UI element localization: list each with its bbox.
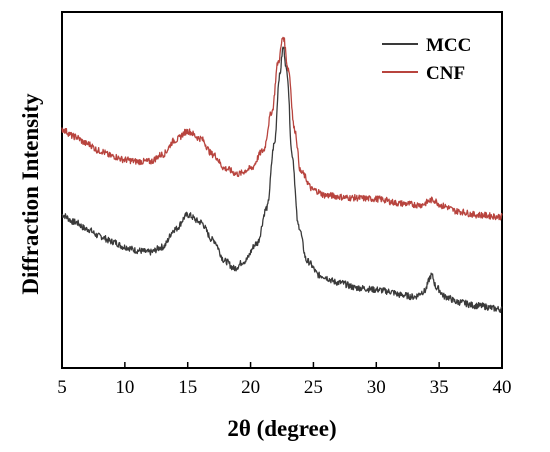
x-tick-label: 30 bbox=[367, 377, 386, 398]
x-tick-label: 15 bbox=[178, 377, 197, 398]
series-layer bbox=[61, 36, 503, 314]
x-tick-label: 10 bbox=[115, 377, 134, 398]
x-tick-label: 40 bbox=[493, 377, 512, 398]
series-line-mcc bbox=[61, 46, 503, 314]
legend-label-cnf: CNF bbox=[426, 63, 465, 84]
x-tick-label: 5 bbox=[57, 377, 67, 398]
x-tick-label: 25 bbox=[304, 377, 323, 398]
x-tick-label: 35 bbox=[430, 377, 449, 398]
plot-area bbox=[61, 11, 503, 369]
x-axis-label: 2θ (degree) bbox=[227, 416, 336, 441]
x-tick-label: 20 bbox=[241, 377, 260, 398]
y-axis-label: Diffraction Intensity bbox=[18, 93, 43, 295]
legend-label-mcc: MCC bbox=[426, 35, 471, 56]
x-tick-layer: 5 10 15 20 25 30 35 40 bbox=[57, 362, 512, 398]
legend: MCC CNF bbox=[382, 35, 471, 84]
series-line-cnf bbox=[61, 36, 503, 221]
plot-frame bbox=[61, 11, 503, 369]
